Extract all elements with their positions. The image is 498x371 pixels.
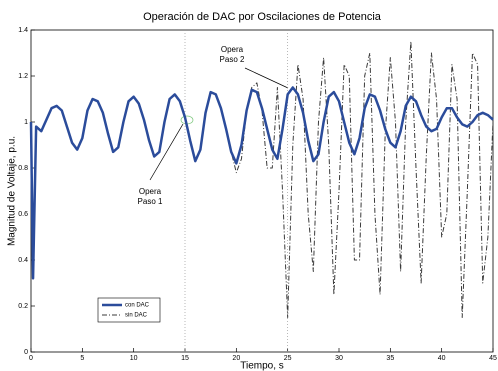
x-tick-label: 40 bbox=[438, 355, 446, 362]
x-tick-label: 45 bbox=[489, 355, 497, 362]
arrow bbox=[244, 67, 289, 89]
y-tick-label: 0 bbox=[24, 349, 28, 356]
y-tick-label: 0.2 bbox=[18, 303, 28, 310]
x-tick-label: 25 bbox=[284, 355, 292, 362]
y-tick-label: 0.6 bbox=[18, 211, 28, 218]
x-tick-label: 20 bbox=[232, 355, 240, 362]
y-axis-label: Magnitud de Voltaje, p.u. bbox=[7, 136, 18, 246]
y-tick-label: 1.4 bbox=[18, 27, 28, 34]
annotation: Paso 1 bbox=[138, 197, 163, 206]
x-tick-label: 35 bbox=[386, 355, 394, 362]
annotation: Opera bbox=[139, 187, 162, 196]
annotation: Paso 2 bbox=[220, 55, 245, 64]
arrow bbox=[149, 123, 184, 181]
y-tick-label: 1 bbox=[24, 119, 28, 126]
x-tick-label: 10 bbox=[130, 355, 138, 362]
x-axis-label: Tiempo, s bbox=[240, 361, 284, 371]
x-tick-label: 15 bbox=[181, 355, 189, 362]
annotation: Opera bbox=[221, 45, 244, 54]
legend-label: sin DAC bbox=[125, 313, 148, 319]
x-tick-label: 30 bbox=[335, 355, 343, 362]
x-tick-label: 5 bbox=[80, 355, 84, 362]
y-tick-label: 0.8 bbox=[18, 165, 28, 172]
data-line bbox=[29, 86, 494, 280]
x-tick-label: 0 bbox=[29, 355, 33, 362]
y-tick-label: 1.2 bbox=[18, 73, 28, 80]
y-tick-label: 0.4 bbox=[18, 257, 28, 264]
legend-box bbox=[97, 297, 161, 323]
chart-title: Operación de DAC por Oscilaciones de Pot… bbox=[143, 11, 382, 23]
legend-label: con DAC bbox=[125, 303, 150, 309]
